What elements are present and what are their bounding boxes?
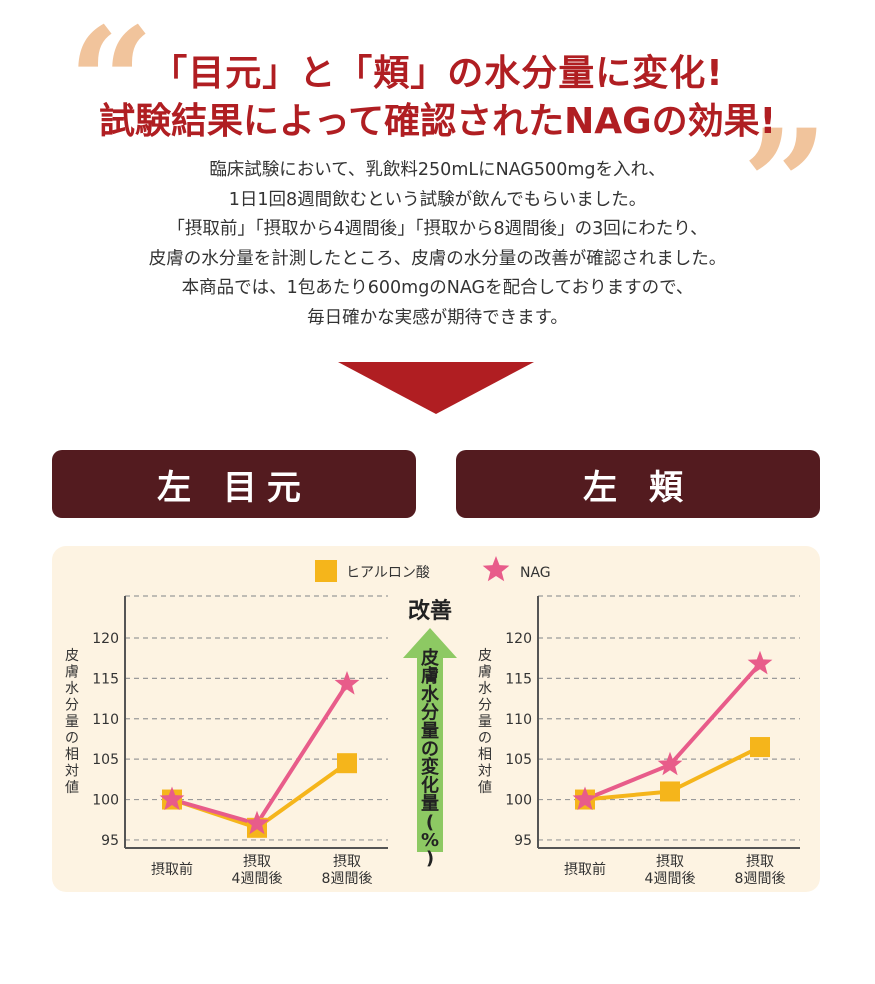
y-tick-label: 100 — [92, 793, 119, 809]
description-line: 毎日確かな実感が期待できます。 — [307, 307, 568, 328]
nag-point — [334, 671, 360, 695]
y-tick-label: 115 — [92, 671, 119, 687]
x-tick-label: 摂取前 — [151, 861, 193, 878]
description-line: 1日1回8週間飲むという試験が飲んでもらいました。 — [228, 189, 647, 210]
nag-point — [747, 650, 773, 675]
y-tick-label: 110 — [505, 712, 532, 728]
x-tick-label: 摂取 4週間後 — [645, 854, 696, 887]
nag-point — [657, 751, 683, 776]
legend-hyaluronic-label: ヒアルロン酸 — [346, 565, 430, 581]
y-tick-label: 100 — [505, 793, 532, 809]
hyaluronic-point — [660, 781, 680, 802]
y-tick-label: 105 — [92, 752, 119, 768]
open-quote-icon: “ — [68, 0, 155, 171]
headline-line-1: 「目元」と「頬」の水分量に変化! — [151, 53, 724, 94]
close-quote-icon: ” — [742, 97, 829, 273]
x-tick-label: 摂取 8週間後 — [322, 854, 373, 887]
nag-point — [572, 786, 598, 811]
description-line: 「摂取前」「摂取から4週間後」「摂取から8週間後」の3回にわたり、 — [167, 219, 708, 239]
improvement-arrow: 改善 皮膚水分量の変化量(%) — [403, 598, 457, 869]
headline-line-2: 試験結果によって確認されたNAGの効果! — [98, 101, 777, 142]
improvement-label: 改善 — [408, 598, 452, 624]
hyaluronic-point — [337, 753, 357, 774]
up-arrow-icon — [403, 628, 457, 852]
y-tick-label: 95 — [514, 833, 532, 849]
nag-point — [159, 786, 185, 811]
legend-nag-star-icon — [482, 556, 510, 582]
legend: ヒアルロン酸 NAG — [315, 556, 551, 582]
y-tick-label: 105 — [505, 752, 532, 768]
y-axis-label: 皮膚水分量の相対値 — [65, 648, 79, 796]
arrow-vertical-label: 皮膚水分量の変化量(%) — [421, 647, 440, 869]
legend-hyaluronic-swatch — [315, 560, 337, 582]
series-line-star — [584, 662, 762, 802]
x-tick-label: 摂取前 — [564, 861, 606, 878]
legend-nag-label: NAG — [520, 565, 551, 581]
y-tick-label: 120 — [92, 631, 119, 647]
description-line: 臨床試験において、乳飲料250mLにNAG500mgを入れ、 — [209, 160, 666, 180]
label-left-cheek: 左 頬 — [456, 450, 820, 518]
description-line: 本商品では、1包あたり600mgのNAGを配合しておりますので、 — [181, 278, 694, 298]
series-line-star — [171, 682, 349, 826]
nag-point — [244, 810, 270, 835]
x-tick-label: 摂取 4週間後 — [232, 854, 283, 887]
y-axis-label: 皮膚水分量の相対値 — [478, 648, 492, 796]
y-tick-label: 120 — [505, 631, 532, 647]
description-line: 皮膚の水分量を計測したところ、皮膚の水分量の改善が確認されました。 — [148, 248, 727, 269]
x-tick-label: 摂取 8週間後 — [735, 854, 786, 887]
y-tick-label: 110 — [92, 712, 119, 728]
description: 臨床試験において、乳飲料250mLにNAG500mgを入れ、 1日1回8週間飲む… — [0, 156, 875, 333]
label-left-eye: 左 目元 — [52, 450, 416, 518]
y-tick-label: 95 — [101, 833, 119, 849]
hyaluronic-point — [750, 737, 770, 758]
y-tick-label: 115 — [505, 671, 532, 687]
down-arrow-icon — [338, 362, 534, 414]
